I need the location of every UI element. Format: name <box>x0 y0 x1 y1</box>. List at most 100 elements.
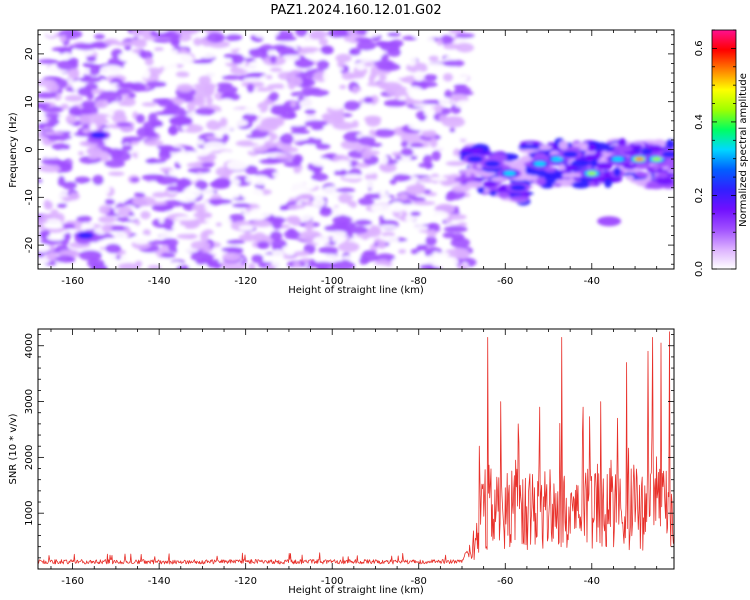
heatmap-noise-cell <box>431 150 441 162</box>
x-tick-label: -60 <box>497 576 513 587</box>
heatmap-noise-cell <box>429 137 438 148</box>
x-tick-label: -100 <box>321 276 344 287</box>
heatmap-noise-cell <box>312 124 324 131</box>
heatmap-signal-cell <box>465 181 483 189</box>
heatmap-noise-cell <box>327 30 349 38</box>
heatmap-noise-cell <box>255 123 279 132</box>
heatmap-noise-cell <box>381 231 395 237</box>
heatmap-noise-cell <box>154 111 177 116</box>
heatmap-noise-cell <box>272 205 279 212</box>
heatmap-noise-cell <box>405 184 426 196</box>
heatmap-noise-cell <box>308 31 323 40</box>
heatmap-noise-cell <box>112 113 128 124</box>
heatmap-hotspot <box>168 115 193 126</box>
heatmap-noise-cell <box>321 113 344 120</box>
heatmap-noise-cell <box>38 79 57 87</box>
heatmap-noise-cell <box>121 136 144 142</box>
heatmap-noise-cell <box>87 259 105 268</box>
heatmap-noise-cell <box>303 144 316 150</box>
heatmap-noise-cell <box>263 254 274 263</box>
heatmap-noise-cell <box>279 206 289 211</box>
heatmap-noise-cell <box>175 42 196 47</box>
heatmap-noise-cell <box>331 235 347 243</box>
heatmap-noise-cell <box>194 107 216 116</box>
heatmap-noise-cell <box>205 119 222 131</box>
heatmap-noise-cell <box>436 165 456 176</box>
heatmap-noise-cell <box>150 88 172 96</box>
x-tick-label: -140 <box>148 576 171 587</box>
heatmap-noise-cell <box>67 68 80 80</box>
heatmap-noise-cell <box>398 193 409 201</box>
heatmap-noise-cell <box>74 176 91 184</box>
y-tick-label: 1000 <box>24 500 35 525</box>
heatmap-noise-cell <box>406 55 417 67</box>
heatmap-noise-cell <box>194 95 206 107</box>
heatmap-hotspot <box>611 156 624 162</box>
heatmap-noise-cell <box>369 129 376 136</box>
heatmap-noise-cell <box>101 224 113 234</box>
heatmap-noise-cell <box>192 59 213 64</box>
heatmap-noise-cell <box>45 149 55 156</box>
heatmap-noise-cell <box>332 220 356 230</box>
heatmap-noise-cell <box>424 109 432 117</box>
heatmap-signal-cell <box>544 167 557 173</box>
heatmap-noise-cell <box>194 48 219 59</box>
heatmap-noise-cell <box>117 262 141 269</box>
heatmap-noise-cell <box>318 36 329 46</box>
heatmap-noise-cell <box>59 149 67 159</box>
heatmap-noise-cell <box>64 232 72 238</box>
x-tick-label: -40 <box>584 576 600 587</box>
heatmap-noise-cell <box>271 239 288 249</box>
heatmap-noise-cell <box>167 125 179 136</box>
heatmap-noise-cell <box>121 144 133 152</box>
heatmap-noise-cell <box>99 90 120 101</box>
heatmap-noise-cell <box>290 125 307 131</box>
heatmap-noise-cell <box>287 177 307 185</box>
heatmap-hotspot <box>635 157 644 161</box>
heatmap-noise-cell <box>291 69 302 75</box>
heatmap-noise-cell <box>84 83 99 90</box>
heatmap-noise-cell <box>281 244 301 254</box>
heatmap-noise-cell <box>81 105 99 116</box>
y-tick-label: 4000 <box>24 333 35 358</box>
heatmap-noise-cell <box>362 250 377 256</box>
heatmap-noise-cell <box>387 47 402 57</box>
heatmap-noise-cell <box>304 120 328 128</box>
heatmap-noise-cell <box>221 105 232 113</box>
heatmap-noise-cell <box>108 82 121 90</box>
heatmap-noise-cell <box>221 193 240 199</box>
heatmap-noise-cell <box>190 240 211 250</box>
heatmap-noise-cell <box>421 129 437 138</box>
heatmap-noise-cell <box>357 50 376 57</box>
heatmap-noise-cell <box>443 60 465 67</box>
heatmap-signal-cell <box>490 176 508 182</box>
heatmap-noise-cell <box>246 83 255 93</box>
heatmap-noise-cell <box>204 203 212 210</box>
y-tick-label: 0 <box>24 146 35 152</box>
heatmap-noise-cell <box>67 57 79 65</box>
heatmap-noise-cell <box>47 134 61 141</box>
heatmap-noise-cell <box>193 37 203 46</box>
heatmap-noise-cell <box>224 118 249 128</box>
heatmap-noise-cell <box>232 203 251 208</box>
heatmap-noise-cell <box>94 99 109 109</box>
heatmap-noise-cell <box>354 219 372 226</box>
heatmap-noise-cell <box>312 192 325 200</box>
heatmap-noise-cell <box>59 162 72 170</box>
snr-series-line <box>38 331 674 565</box>
heatmap-noise-cell <box>293 250 310 257</box>
heatmap-noise-cell <box>116 122 132 127</box>
x-tick-label: -80 <box>411 576 427 587</box>
colorbar-tick-label: 0.2 <box>694 188 705 204</box>
heatmap-signal-cell <box>648 165 662 170</box>
heatmap-noise-cell <box>339 84 347 90</box>
heatmap-noise-cell <box>408 147 429 157</box>
heatmap-noise-cell <box>215 222 222 227</box>
colorbar: 0.0 0.2 0.4 0.6 Normalized spectral amplitu… <box>694 29 749 277</box>
heatmap-noise-cell <box>221 216 231 226</box>
colorbar-gradient <box>712 30 736 269</box>
heatmap-noise-cell <box>323 96 334 101</box>
heatmap-noise-cell <box>347 72 365 79</box>
heatmap-noise-cell <box>246 93 253 98</box>
heatmap-noise-cell <box>294 172 310 178</box>
